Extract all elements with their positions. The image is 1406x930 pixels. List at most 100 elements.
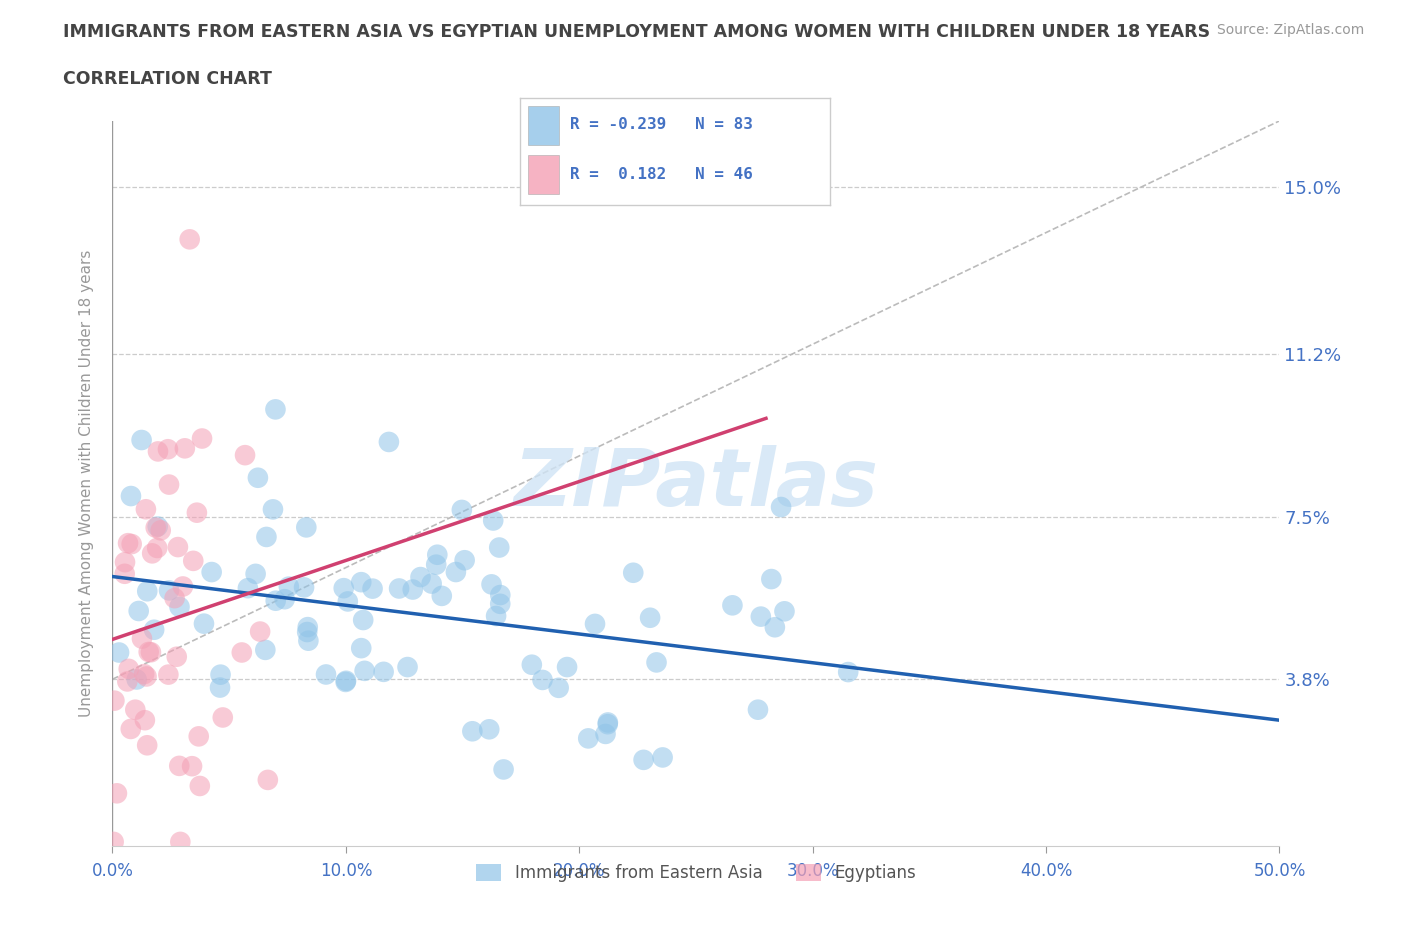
Point xyxy=(169,759,191,774)
Point xyxy=(478,722,501,737)
Point xyxy=(157,667,180,682)
Point xyxy=(139,644,162,659)
Point xyxy=(120,722,142,737)
Point xyxy=(409,570,432,585)
Point xyxy=(747,702,769,717)
Point xyxy=(136,584,159,599)
Point xyxy=(520,658,543,672)
Point xyxy=(721,598,744,613)
Point xyxy=(141,546,163,561)
Point xyxy=(425,557,447,572)
Point xyxy=(249,624,271,639)
Point xyxy=(146,519,169,534)
Point xyxy=(576,731,599,746)
Point xyxy=(763,619,786,634)
Point xyxy=(761,572,783,587)
Bar xyxy=(529,155,560,194)
Point xyxy=(595,726,617,741)
Point xyxy=(186,505,208,520)
Point xyxy=(146,540,169,555)
Point xyxy=(420,577,443,591)
Point xyxy=(361,581,384,596)
Point xyxy=(114,566,136,581)
Point xyxy=(208,680,231,695)
Point xyxy=(167,539,190,554)
Point xyxy=(837,665,859,680)
Point xyxy=(138,644,160,659)
Point xyxy=(295,520,318,535)
Point xyxy=(555,659,578,674)
Point xyxy=(633,752,655,767)
Point xyxy=(145,520,167,535)
Point xyxy=(117,536,139,551)
Point xyxy=(245,566,267,581)
Point xyxy=(264,593,287,608)
Point xyxy=(146,444,169,458)
Point xyxy=(353,663,375,678)
Point xyxy=(292,580,315,595)
Point xyxy=(233,447,256,462)
Point xyxy=(547,681,569,696)
Point xyxy=(489,588,512,603)
Point xyxy=(749,609,772,624)
Text: ZIPatlas: ZIPatlas xyxy=(513,445,879,523)
Point xyxy=(143,622,166,637)
Point xyxy=(453,552,475,567)
Point xyxy=(426,547,449,562)
Point xyxy=(583,617,606,631)
Point xyxy=(236,580,259,595)
Point xyxy=(336,594,359,609)
Point xyxy=(489,596,512,611)
Point xyxy=(396,659,419,674)
Point xyxy=(315,667,337,682)
Point xyxy=(105,786,128,801)
Point xyxy=(191,432,214,446)
Point xyxy=(117,674,139,689)
Point xyxy=(135,502,157,517)
Point xyxy=(157,583,180,598)
Point xyxy=(295,625,318,640)
Text: CORRELATION CHART: CORRELATION CHART xyxy=(63,70,273,87)
Point xyxy=(773,604,796,618)
Point xyxy=(181,759,204,774)
Point xyxy=(135,669,157,684)
Text: R = -0.239   N = 83: R = -0.239 N = 83 xyxy=(569,117,752,132)
Point xyxy=(156,442,179,457)
Point xyxy=(103,834,125,849)
Point xyxy=(350,575,373,590)
Point xyxy=(531,672,554,687)
Point xyxy=(188,778,211,793)
Point xyxy=(352,613,374,628)
Point xyxy=(193,617,215,631)
Bar xyxy=(529,106,560,145)
Point xyxy=(209,667,232,682)
Point xyxy=(596,715,619,730)
Text: R =  0.182   N = 46: R = 0.182 N = 46 xyxy=(569,166,752,181)
Point xyxy=(444,565,467,579)
Point xyxy=(103,693,125,708)
Point xyxy=(231,645,253,660)
Point xyxy=(246,471,269,485)
Legend: Immigrants from Eastern Asia, Egyptians: Immigrants from Eastern Asia, Egyptians xyxy=(470,857,922,889)
Point xyxy=(485,608,508,623)
Point xyxy=(131,432,153,447)
Point xyxy=(173,441,195,456)
Point xyxy=(297,633,319,648)
Text: Source: ZipAtlas.com: Source: ZipAtlas.com xyxy=(1216,23,1364,37)
Point xyxy=(297,619,319,634)
Point xyxy=(108,645,131,660)
Point xyxy=(450,502,472,517)
Point xyxy=(482,513,505,528)
Point xyxy=(256,773,278,788)
Point xyxy=(254,643,277,658)
Point xyxy=(492,762,515,777)
Point xyxy=(136,737,159,752)
Point xyxy=(651,750,673,764)
Point xyxy=(128,604,150,618)
Point xyxy=(335,673,357,688)
Point xyxy=(179,232,201,246)
Point xyxy=(277,579,299,594)
Point xyxy=(350,641,373,656)
Point xyxy=(388,581,411,596)
Point xyxy=(166,649,188,664)
